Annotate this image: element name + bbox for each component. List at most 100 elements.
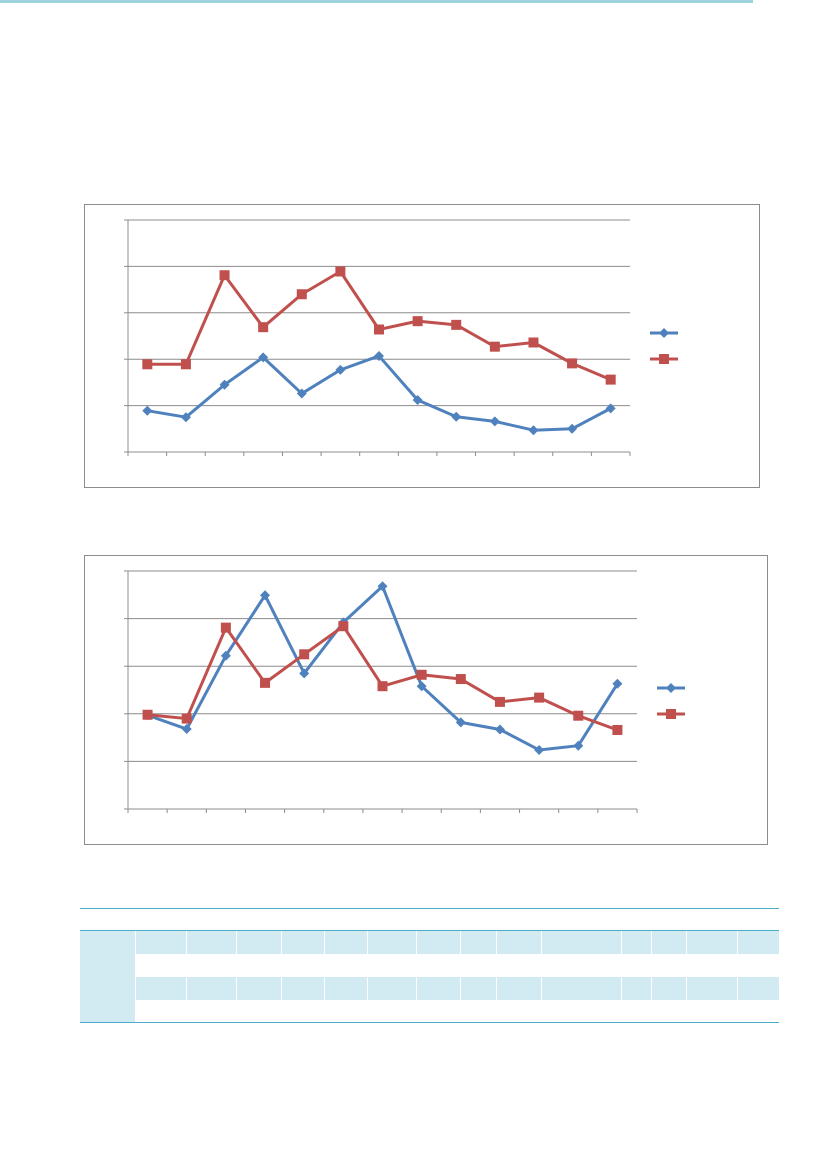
table-cell bbox=[459, 999, 496, 1023]
series-2-point bbox=[573, 710, 584, 721]
series-2-point bbox=[338, 621, 349, 632]
table-cell bbox=[650, 976, 686, 1000]
table-cell bbox=[235, 953, 281, 977]
series-2-point bbox=[299, 649, 310, 660]
table-cell bbox=[736, 953, 779, 977]
legend-series-1-marker bbox=[659, 328, 669, 338]
table-cell bbox=[323, 953, 367, 977]
table-row-header bbox=[80, 953, 135, 977]
table-cell bbox=[415, 999, 460, 1023]
table-cell bbox=[685, 976, 737, 1000]
series-1-point bbox=[335, 364, 346, 375]
table-row-header bbox=[80, 999, 135, 1023]
series-2-point bbox=[416, 669, 427, 680]
series-2-point bbox=[605, 374, 616, 385]
table-cell bbox=[185, 930, 236, 954]
table-cell bbox=[685, 930, 737, 954]
table-header-cell bbox=[621, 908, 651, 931]
series-1-point bbox=[489, 416, 500, 427]
table-header-cell bbox=[416, 908, 460, 931]
table-header-cell bbox=[135, 908, 186, 931]
table-row bbox=[80, 976, 779, 1000]
series-1-line bbox=[147, 354, 612, 432]
line-chart-2-plot bbox=[124, 570, 685, 813]
line-chart-2 bbox=[84, 555, 768, 845]
series-1-point bbox=[181, 724, 192, 735]
series-1-point bbox=[416, 681, 427, 692]
legend-series-2-marker bbox=[659, 354, 669, 364]
table-cell bbox=[495, 930, 541, 954]
table-header-row bbox=[80, 908, 779, 931]
table-cell bbox=[459, 976, 496, 1000]
series-1-point bbox=[220, 650, 231, 661]
series-2-point bbox=[374, 324, 384, 335]
series-1-point bbox=[377, 581, 388, 592]
series-2-point bbox=[258, 322, 269, 333]
series-2-point bbox=[567, 358, 578, 369]
table-cell bbox=[540, 930, 621, 954]
table-cell bbox=[495, 999, 541, 1023]
series-2-point bbox=[494, 696, 505, 707]
table-cell bbox=[366, 999, 416, 1023]
series-1-point bbox=[451, 411, 462, 422]
table-cell bbox=[280, 999, 324, 1023]
table-cell bbox=[134, 953, 186, 977]
table-cell bbox=[495, 976, 541, 1000]
series-1-point bbox=[296, 388, 307, 399]
series-2-point bbox=[260, 677, 271, 688]
table-header-cell bbox=[686, 908, 737, 931]
table-cell bbox=[736, 999, 779, 1023]
series-2-point bbox=[181, 713, 192, 724]
series-1-point bbox=[528, 425, 539, 436]
series-2-point bbox=[451, 319, 462, 330]
table-row bbox=[80, 930, 779, 954]
table-cell bbox=[366, 976, 416, 1000]
table-row bbox=[80, 953, 779, 977]
table-header-cell bbox=[186, 908, 236, 931]
table-cell bbox=[415, 953, 460, 977]
table-cell bbox=[620, 999, 651, 1023]
series-1-point bbox=[412, 395, 423, 406]
series-2-point bbox=[412, 316, 423, 327]
table-cell bbox=[620, 930, 651, 954]
series-1-point bbox=[605, 403, 616, 414]
series-2-point bbox=[335, 266, 346, 277]
legend-series-1-marker bbox=[666, 683, 676, 693]
table-cell bbox=[540, 976, 621, 1000]
table-cell bbox=[650, 999, 686, 1023]
series-1-point bbox=[374, 350, 384, 361]
table-cell bbox=[235, 999, 281, 1023]
line-chart-1-plot bbox=[124, 219, 678, 456]
table-cell bbox=[235, 976, 281, 1000]
table-header-cell bbox=[80, 908, 135, 931]
series-1-point bbox=[180, 412, 191, 423]
series-2-point bbox=[612, 724, 623, 735]
table-cell bbox=[366, 953, 416, 977]
legend-series-2-marker bbox=[666, 709, 676, 719]
table-cell bbox=[620, 976, 651, 1000]
table-cell bbox=[185, 999, 236, 1023]
table-header-cell bbox=[496, 908, 541, 931]
table-header-cell bbox=[281, 908, 324, 931]
series-1-point bbox=[455, 717, 466, 728]
series-2-point bbox=[219, 270, 230, 281]
table-row-header bbox=[80, 976, 135, 1000]
series-1-point bbox=[567, 423, 578, 434]
series-1-point bbox=[258, 352, 269, 363]
table-cell bbox=[280, 930, 324, 954]
series-2-point bbox=[180, 359, 191, 370]
table-header-cell bbox=[651, 908, 686, 931]
table-header-cell bbox=[737, 908, 779, 931]
data-table bbox=[80, 908, 779, 1023]
series-2-point bbox=[142, 359, 153, 370]
table-row bbox=[80, 999, 779, 1023]
table-cell bbox=[459, 930, 496, 954]
table-cell bbox=[366, 930, 416, 954]
series-1-point bbox=[612, 678, 623, 689]
table-cell bbox=[134, 930, 186, 954]
series-2-point bbox=[455, 674, 466, 685]
series-2-point bbox=[377, 681, 388, 692]
table-cell bbox=[280, 953, 324, 977]
series-1-point bbox=[299, 668, 310, 679]
series-2-point bbox=[489, 341, 500, 352]
